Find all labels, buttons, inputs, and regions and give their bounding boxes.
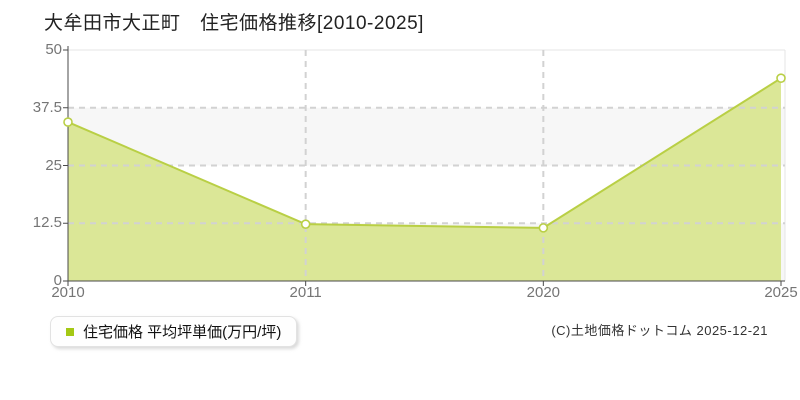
- legend: 住宅価格 平均坪単価(万円/坪): [50, 316, 298, 347]
- copyright-text: (C)土地価格ドットコム 2025-12-21: [551, 323, 768, 338]
- legend-marker-icon: [66, 327, 74, 336]
- legend-label: 住宅価格 平均坪単価(万円/坪): [83, 324, 282, 341]
- chart-title: 大牟田市大正町 住宅価格推移[2010-2025]: [44, 13, 424, 34]
